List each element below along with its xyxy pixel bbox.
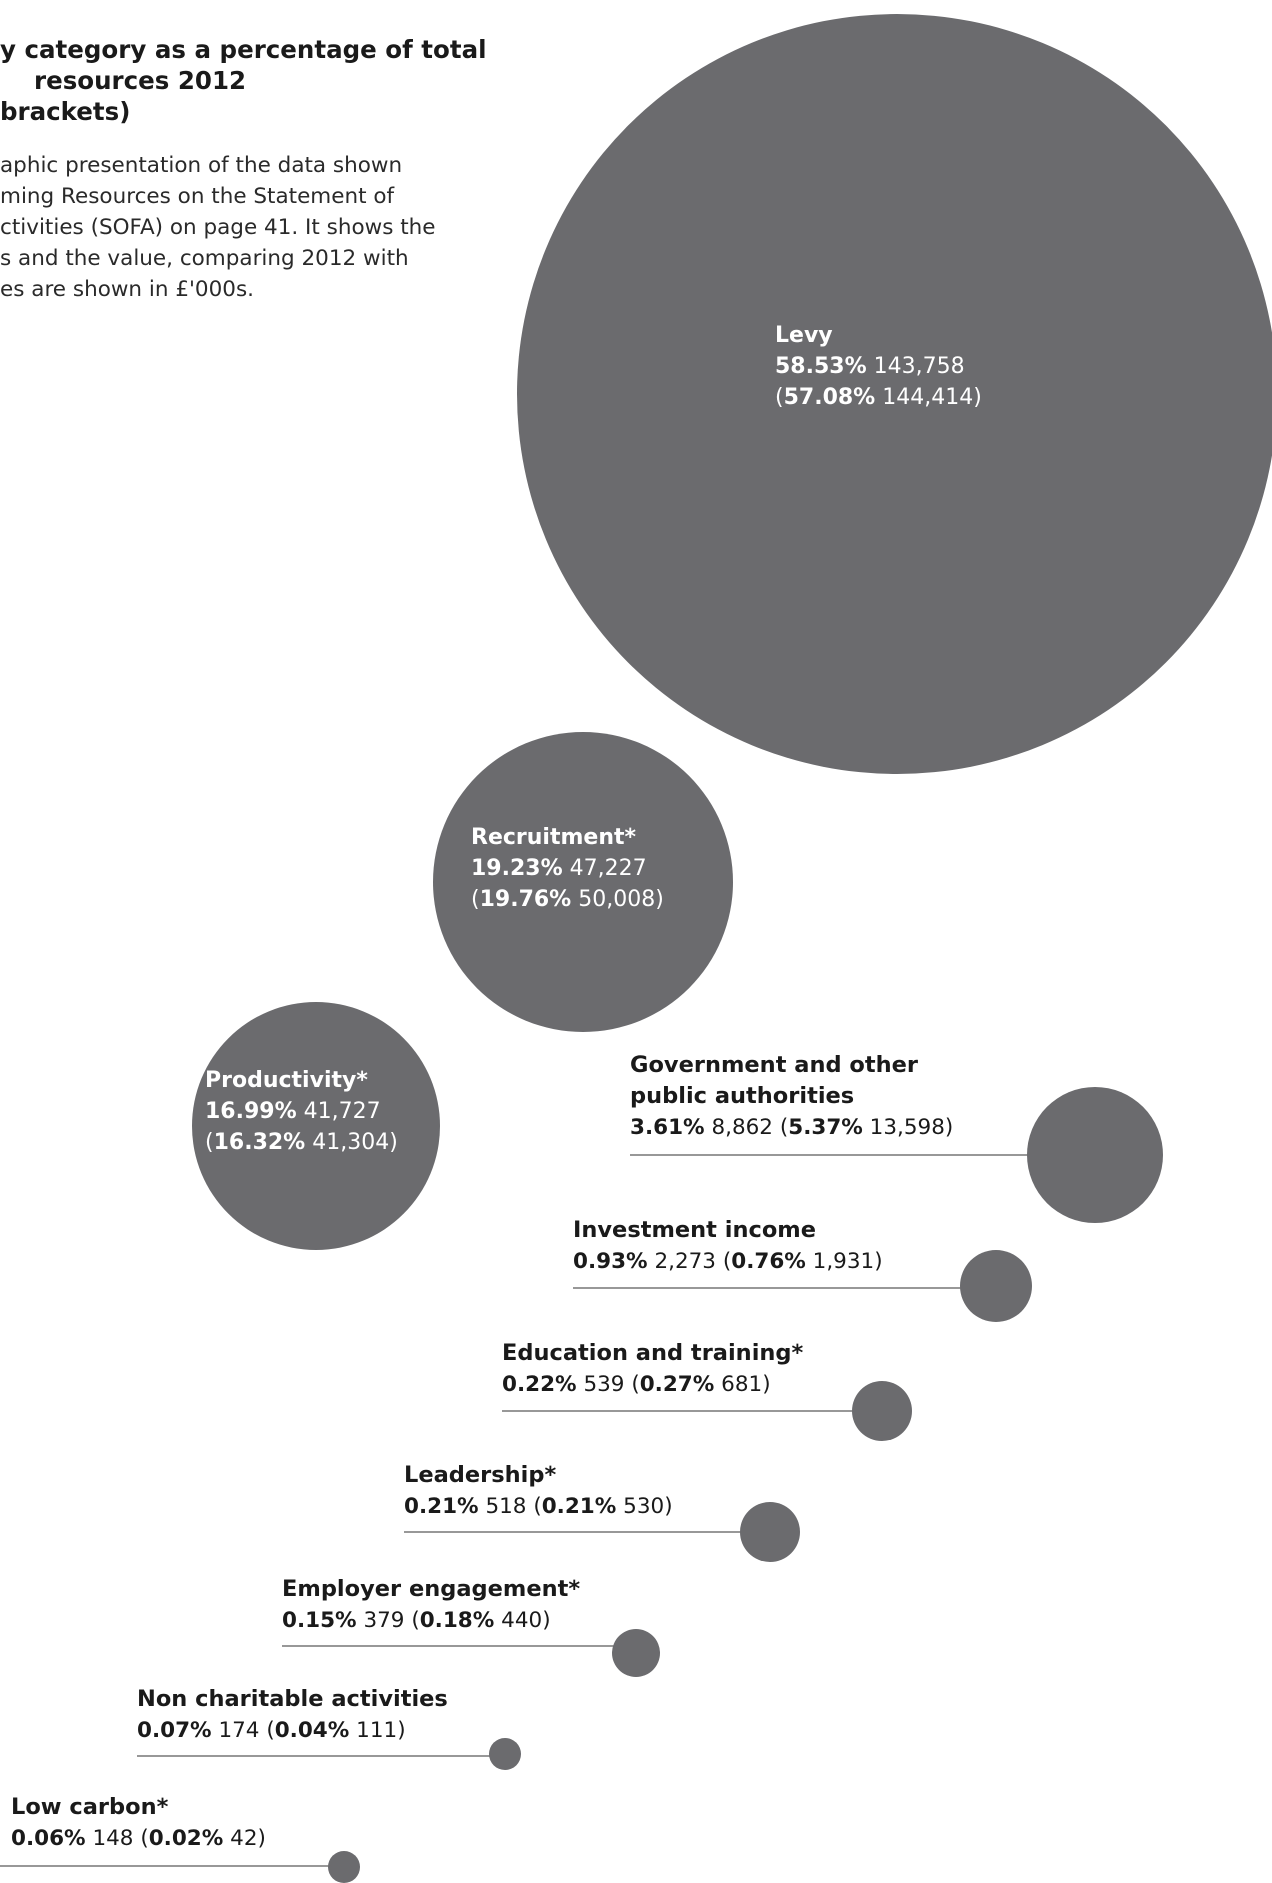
label-education-prior-value: 681 <box>721 1372 763 1397</box>
chart-title-line-2: resources 2012 <box>34 66 247 95</box>
label-leadership-prior-pct: 0.21% <box>541 1494 617 1519</box>
bubble-levy <box>517 14 1272 774</box>
label-non-charitable-prior-value: 111 <box>356 1718 398 1743</box>
chart-description: aphic presentation of the data shown min… <box>0 150 436 305</box>
bubble-investment <box>960 1250 1032 1322</box>
label-productivity-value: 41,727 <box>303 1099 381 1124</box>
label-government-prior-value: 13,598 <box>869 1115 945 1140</box>
label-education-name: Education and training* <box>502 1340 804 1366</box>
label-productivity-name: Productivity* <box>205 1068 368 1093</box>
label-non-charitable-pct: 0.07% <box>137 1718 212 1743</box>
label-low-carbon-value: 148 <box>92 1826 134 1851</box>
label-employer-engagement-prior-pct: 0.18% <box>419 1608 495 1633</box>
label-productivity-prior-pct: 16.32% <box>213 1130 306 1155</box>
label-government-value: 8,862 <box>711 1115 773 1140</box>
label-low-carbon-pct: 0.06% <box>11 1826 86 1851</box>
label-recruitment-prior-pct: 19.76% <box>479 887 572 912</box>
label-low-carbon: Low carbon* 0.06% 148 (0.02% 42) <box>11 1794 266 1851</box>
label-leadership-pct: 0.21% <box>404 1494 479 1519</box>
label-government: Government and other public authorities … <box>630 1052 954 1140</box>
label-recruitment-value: 47,227 <box>569 856 647 881</box>
label-levy: Levy 58.53% 143,758 (57.08% 144,414) <box>775 320 982 413</box>
label-employer-engagement: Employer engagement* 0.15% 379 (0.18% 44… <box>282 1576 581 1633</box>
description-line-2: ming Resources on the Statement of <box>0 184 395 209</box>
label-employer-engagement-value: 379 <box>363 1608 405 1633</box>
label-levy-prior-value: 144,414 <box>882 385 974 410</box>
bubble-leadership <box>740 1502 800 1562</box>
label-levy-name: Levy <box>775 323 833 348</box>
bubble-low-carbon <box>328 1851 360 1883</box>
label-employer-engagement-name: Employer engagement* <box>282 1576 581 1602</box>
label-levy-prior-pct: 57.08% <box>783 385 876 410</box>
label-investment: Investment income 0.93% 2,273 (0.76% 1,9… <box>573 1217 883 1274</box>
label-investment-name: Investment income <box>573 1217 817 1243</box>
label-leadership-prior-value: 530 <box>623 1494 665 1519</box>
chart-title-line-1: y category as a percentage of total <box>0 35 487 64</box>
label-investment-value: 2,273 <box>654 1249 716 1274</box>
label-government-name-2: public authorities <box>630 1083 855 1109</box>
label-recruitment-prior-value: 50,008 <box>578 887 656 912</box>
label-government-pct: 3.61% <box>630 1115 705 1140</box>
label-investment-prior-value: 1,931 <box>812 1249 875 1274</box>
label-recruitment: Recruitment* 19.23% 47,227 (19.76% 50,00… <box>471 822 664 915</box>
label-productivity-pct: 16.99% <box>205 1099 297 1124</box>
label-levy-value: 143,758 <box>873 354 965 379</box>
label-recruitment-name: Recruitment* <box>471 825 636 850</box>
label-productivity: Productivity* 16.99% 41,727 (16.32% 41,3… <box>205 1065 398 1158</box>
label-education-value: 539 <box>583 1372 625 1397</box>
description-line-1: aphic presentation of the data shown <box>0 153 403 178</box>
label-non-charitable-prior-pct: 0.04% <box>274 1718 350 1743</box>
description-line-5: es are shown in £'000s. <box>0 277 254 302</box>
label-employer-engagement-pct: 0.15% <box>282 1608 357 1633</box>
label-recruitment-pct: 19.23% <box>471 856 563 881</box>
label-government-prior-pct: 5.37% <box>788 1115 863 1140</box>
label-non-charitable: Non charitable activities 0.07% 174 (0.0… <box>137 1686 448 1743</box>
label-leadership-value: 518 <box>485 1494 527 1519</box>
label-leadership-name: Leadership* <box>404 1462 557 1488</box>
bubble-government <box>1027 1087 1163 1223</box>
label-education-prior-pct: 0.27% <box>639 1372 715 1397</box>
bubble-productivity <box>192 1002 440 1250</box>
label-non-charitable-value: 174 <box>218 1718 260 1743</box>
label-employer-engagement-prior-value: 440 <box>501 1608 543 1633</box>
label-levy-pct: 58.53% <box>775 354 867 379</box>
label-productivity-prior-value: 41,304 <box>312 1130 390 1155</box>
description-line-4: s and the value, comparing 2012 with <box>0 246 409 271</box>
label-low-carbon-prior-pct: 0.02% <box>148 1826 224 1851</box>
description-line-3: ctivities (SOFA) on page 41. It shows th… <box>0 215 436 240</box>
label-low-carbon-name: Low carbon* <box>11 1794 169 1820</box>
bubble-recruitment <box>433 732 733 1032</box>
label-leadership: Leadership* 0.21% 518 (0.21% 530) <box>404 1462 673 1519</box>
label-investment-pct: 0.93% <box>573 1249 648 1274</box>
bubble-education <box>852 1381 912 1441</box>
label-education: Education and training* 0.22% 539 (0.27%… <box>502 1340 804 1397</box>
bubble-non-charitable <box>489 1738 521 1770</box>
chart-subtitle: brackets) <box>0 97 131 126</box>
label-government-name-1: Government and other <box>630 1052 919 1078</box>
chart-title: y category as a percentage of total reso… <box>0 34 487 127</box>
label-education-pct: 0.22% <box>502 1372 577 1397</box>
label-non-charitable-name: Non charitable activities <box>137 1686 448 1712</box>
label-investment-prior-pct: 0.76% <box>731 1249 806 1274</box>
label-low-carbon-prior-value: 42 <box>230 1826 258 1851</box>
bubble-employer-engagement <box>612 1629 660 1677</box>
